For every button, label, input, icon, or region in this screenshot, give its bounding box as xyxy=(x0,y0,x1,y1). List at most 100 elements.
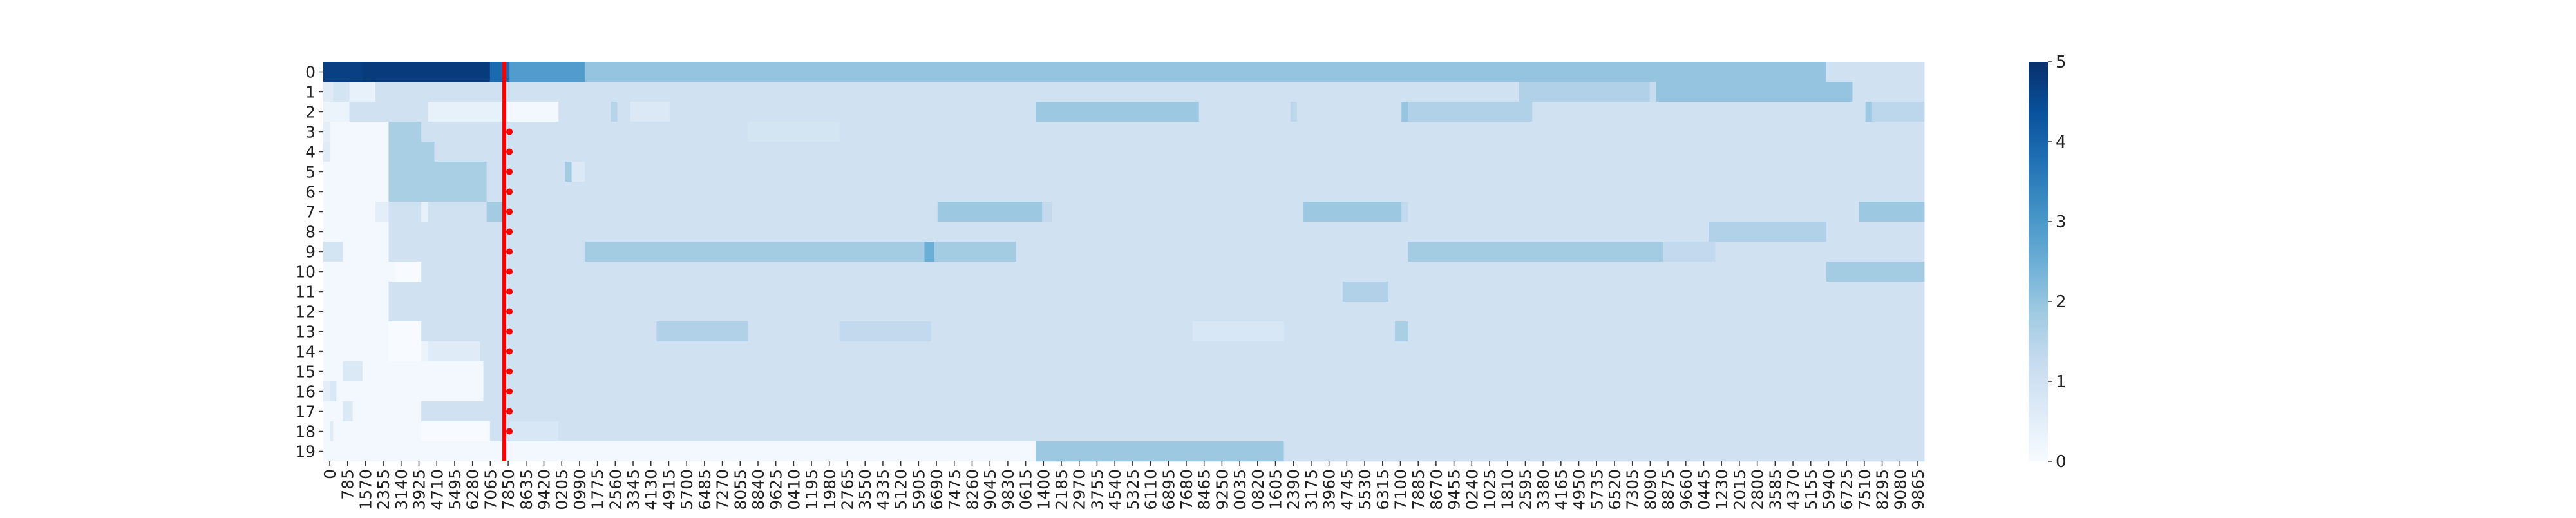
x-tick-label: 5120 xyxy=(892,469,911,510)
x-tick-label: 3585 xyxy=(1766,469,1785,510)
heatmap-cell xyxy=(421,401,1925,422)
heatmap-cell xyxy=(924,242,935,262)
heatmap-cell xyxy=(489,62,510,82)
heatmap-cell xyxy=(1826,222,1925,242)
x-tick-label: 1605 xyxy=(1267,469,1285,510)
y-tick-label: 10 xyxy=(295,263,316,282)
heatmap-cell xyxy=(323,341,389,362)
colorbar-tick-label: 2 xyxy=(2056,293,2067,312)
x-tick-label: 0445 xyxy=(1695,469,1714,510)
x-tick-label: 8090 xyxy=(1641,469,1660,510)
y-tick-label: 18 xyxy=(295,423,316,441)
x-tick-label: 9865 xyxy=(1909,469,1927,510)
heatmap-cell xyxy=(1408,242,1663,262)
x-tick-label: 9455 xyxy=(1445,469,1464,510)
heatmap-cell xyxy=(323,361,343,382)
heatmap-cell xyxy=(323,242,343,262)
x-tick-label: 1570 xyxy=(356,469,375,510)
heatmap-cell xyxy=(323,102,350,122)
x-tick-label: 3550 xyxy=(856,469,875,510)
x-tick-label: 1775 xyxy=(589,469,607,510)
heatmap-cells xyxy=(323,62,1925,462)
x-tick-label: 3960 xyxy=(1320,469,1339,510)
heatmap-cell xyxy=(323,182,389,202)
x-tick-label: 2185 xyxy=(1052,469,1071,510)
heatmap-cell xyxy=(506,102,559,122)
y-tick-label: 0 xyxy=(305,63,316,82)
x-tick-label: 2355 xyxy=(374,469,393,510)
heatmap-cell xyxy=(388,142,435,162)
marker-point xyxy=(506,128,513,135)
marker-point xyxy=(506,308,513,315)
x-tick-label: 0240 xyxy=(1463,469,1481,510)
heatmap-cell xyxy=(375,82,1520,102)
heatmap-cell xyxy=(330,122,389,142)
heatmap-cell xyxy=(1532,102,1866,122)
heatmap-cell xyxy=(323,302,389,322)
heatmap-cell xyxy=(330,381,337,402)
x-tick-label: 7100 xyxy=(1391,469,1410,510)
x-tick-label: 2970 xyxy=(1070,469,1089,510)
x-tick-label: 9045 xyxy=(981,469,999,510)
heatmap-cell xyxy=(611,102,618,122)
x-tick-label: 0410 xyxy=(784,469,803,510)
x-tick-label: 3755 xyxy=(1088,469,1106,510)
marker-point xyxy=(506,408,513,415)
x-tick-label: 3345 xyxy=(624,469,643,510)
heatmap-cell xyxy=(630,102,670,122)
x-tick-label: 6280 xyxy=(464,469,482,510)
heatmap-cell xyxy=(428,202,488,222)
x-tick-label: 5325 xyxy=(1124,469,1142,510)
heatmap-cell xyxy=(388,202,422,222)
x-tick-label: 7270 xyxy=(714,469,732,510)
heatmap-cell xyxy=(1709,222,1827,242)
heatmap-cell xyxy=(1303,202,1402,222)
x-tick-label: 3380 xyxy=(1534,469,1553,510)
heatmap-cell xyxy=(421,262,1827,282)
heatmap-cell xyxy=(395,262,422,282)
x-tick-label: 6895 xyxy=(1159,469,1178,510)
heatmap-cell xyxy=(1656,82,1853,102)
x-tick-label: 5530 xyxy=(1356,469,1374,510)
colorbar: 0 1 2 3 4 5 xyxy=(2029,53,2067,472)
marker-point xyxy=(506,228,513,235)
x-tick-label: 2765 xyxy=(838,469,857,510)
x-tick-label: 5905 xyxy=(909,469,928,510)
heatmap-cell xyxy=(388,341,422,362)
heatmap-cell xyxy=(1826,62,1925,82)
x-tick-label: 7065 xyxy=(481,469,500,510)
heatmap-cell xyxy=(388,381,484,402)
heatmap-cell xyxy=(1852,82,1925,102)
x-tick-label: 9420 xyxy=(535,469,553,510)
heatmap-cell xyxy=(343,361,363,382)
colorbar-tick-label: 5 xyxy=(2056,53,2067,72)
heatmap-cell xyxy=(388,222,1709,242)
heatmap-cell xyxy=(428,341,480,362)
heatmap-cell xyxy=(1401,202,1408,222)
x-tick-label: 4710 xyxy=(428,469,446,510)
marker-point xyxy=(506,268,513,275)
colorbar-tick-label: 3 xyxy=(2056,213,2067,232)
x-tick-label: 5735 xyxy=(1587,469,1606,510)
x-tick-label: 4370 xyxy=(1784,469,1803,510)
x-tick-label: 8295 xyxy=(1873,469,1892,510)
x-tick-label: 785 xyxy=(339,469,357,500)
heatmap-cell xyxy=(1401,102,1408,122)
heatmap-cell xyxy=(388,282,1343,302)
x-tick-label: 5155 xyxy=(1802,469,1821,510)
heatmap-cell xyxy=(323,202,376,222)
x-tick-label: 7475 xyxy=(945,469,964,510)
x-tick-label: 1195 xyxy=(802,469,821,510)
colorbar-tick-label: 4 xyxy=(2056,133,2067,152)
x-tick-label: 8875 xyxy=(1659,469,1678,510)
y-tick-label: 19 xyxy=(295,443,316,461)
heatmap-cell xyxy=(1342,282,1389,302)
x-tick-label: 8260 xyxy=(963,469,981,510)
heatmap-cell xyxy=(336,381,389,402)
y-tick-label: 6 xyxy=(305,183,316,202)
heatmap-cell xyxy=(323,162,389,182)
heatmap-cell xyxy=(323,142,330,162)
x-tick-label: 3925 xyxy=(410,469,429,510)
heatmap-cell xyxy=(486,182,1925,202)
